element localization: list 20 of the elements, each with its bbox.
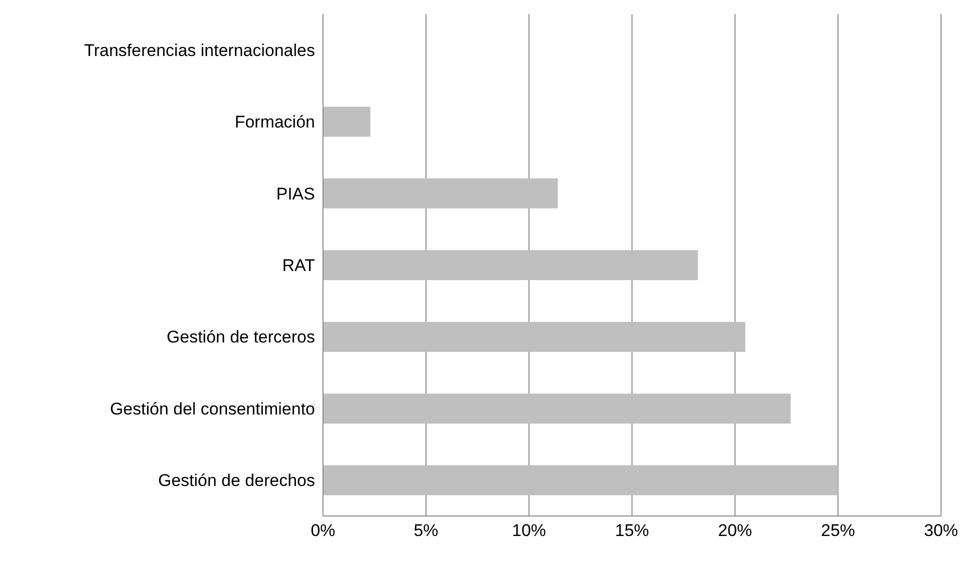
x-tick-label: 10% [512, 521, 546, 540]
x-tick-label: 20% [718, 521, 752, 540]
bar [323, 322, 746, 352]
y-tick-label: PIAS [276, 184, 315, 204]
y-tick-label: Transferencias internacionales [84, 40, 315, 60]
y-tick-label: Gestión de derechos [158, 471, 315, 490]
x-tick-label: 30% [924, 521, 958, 540]
bar [323, 250, 698, 280]
y-tick-label: Gestión del consentimiento [110, 399, 315, 418]
y-tick-label: RAT [282, 256, 315, 276]
bar [323, 394, 791, 424]
x-tick-label: 0% [310, 521, 336, 540]
x-tick-label: 25% [820, 521, 856, 540]
x-tick-label: 15% [614, 521, 650, 540]
x-tick-label: 5% [414, 521, 438, 540]
y-tick-label: Gestión de terceros [166, 328, 315, 347]
bar [323, 106, 370, 137]
y-tick-label: Formación [234, 112, 315, 132]
bar [323, 178, 558, 208]
bar [323, 465, 838, 496]
